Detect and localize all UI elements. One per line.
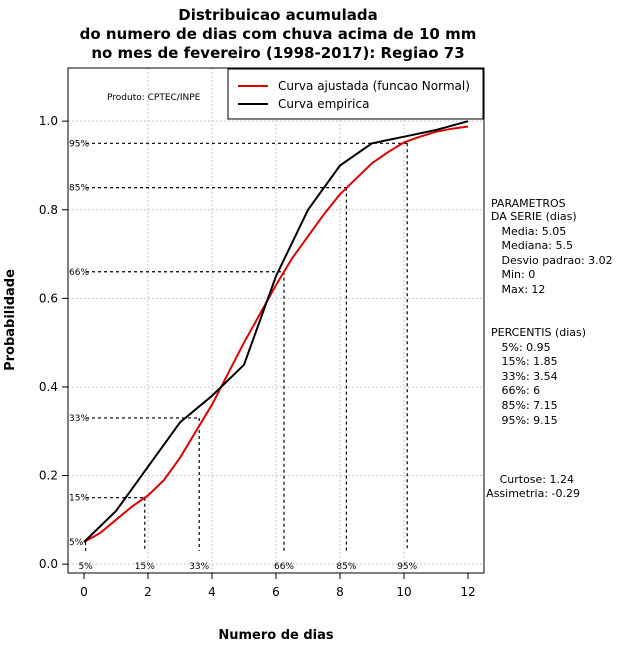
percentile-label-left: 5%	[69, 538, 84, 548]
y-tick-label: 0.6	[39, 291, 58, 305]
param-line: Max: 12	[491, 283, 545, 296]
percentile-label-bottom: 15%	[135, 562, 155, 572]
percentile-guides: 5% 5% 15% 15% 33% 33% 66% 66% 85% 85% 95% 95%	[69, 139, 418, 572]
kurtosis-value: Curtose: 1.24	[500, 473, 574, 486]
fitted-normal-curve	[83, 125, 469, 543]
skewness-value: Assimetria: -0.29	[486, 487, 580, 500]
percentile-line: 85%: 7.15	[491, 399, 558, 412]
legend: Curva ajustada (funcao Normal) Curva emp…	[227, 68, 484, 120]
x-axis-title: Numero de dias	[218, 628, 334, 643]
x-tick-label: 8	[336, 585, 344, 599]
percentile-label-bottom: 66%	[274, 562, 294, 572]
chart-title-line-3: no mes de fevereiro (1998-2017): Regiao …	[91, 44, 464, 62]
percentiles-panel: PERCENTIS (dias) 5%: 0.95 15%: 1.85 33%:…	[491, 326, 586, 427]
percentile-label-bottom: 85%	[336, 562, 356, 572]
product-note: Produto: CPTEC/INPE	[107, 93, 201, 103]
percentile-label-bottom: 33%	[189, 562, 209, 572]
y-axis-title: Probabilidade	[3, 269, 18, 371]
param-line: DA SERIE (dias)	[491, 210, 577, 223]
percentile-label-bottom: 5%	[78, 562, 93, 572]
y-tick-label: 0.4	[39, 380, 58, 394]
param-line: Media: 5.05	[491, 225, 566, 238]
legend-label-empirical: Curva empirica	[278, 97, 369, 111]
data-series	[83, 120, 469, 543]
axes: 0 2 4 6 8 10 12 0.0 0.2 0.4 0.6 0.8 1.0	[39, 114, 476, 599]
percentile-line: 33%: 3.54	[491, 370, 558, 383]
percentile-line: 95%: 9.15	[491, 414, 558, 427]
legend-box	[227, 68, 484, 120]
x-tick-label: 0	[80, 585, 88, 599]
x-tick-label: 6	[272, 585, 280, 599]
empirical-curve	[83, 120, 469, 543]
percentile-line: PERCENTIS (dias)	[491, 326, 586, 339]
plot-frame	[67, 67, 485, 574]
percentile-label-left: 85%	[69, 184, 89, 194]
param-line: Desvio padrao: 3.02	[491, 254, 613, 267]
percentile-line: 15%: 1.85	[491, 355, 558, 368]
chart-title-line-1: Distribuicao acumulada	[178, 6, 377, 24]
y-tick-label: 1.0	[39, 114, 58, 128]
legend-label-fitted: Curva ajustada (funcao Normal)	[278, 79, 470, 93]
y-tick-label: 0.2	[39, 469, 58, 483]
series-parameters-panel: PARAMETROS DA SERIE (dias) Media: 5.05 M…	[491, 197, 613, 296]
percentile-label-left: 15%	[69, 494, 89, 504]
x-tick-label: 2	[144, 585, 152, 599]
param-line: Min: 0	[491, 268, 535, 281]
percentile-label-bottom: 95%	[397, 562, 417, 572]
grid-lines	[68, 68, 484, 573]
percentile-label-left: 95%	[69, 139, 89, 149]
x-tick-label: 10	[396, 585, 411, 599]
percentile-line: 5%: 0.95	[491, 341, 551, 354]
x-tick-label: 12	[460, 585, 475, 599]
y-tick-label: 0.8	[39, 203, 58, 217]
y-tick-label: 0.0	[39, 557, 58, 571]
percentile-label-left: 33%	[69, 414, 89, 424]
x-tick-label: 4	[208, 585, 216, 599]
param-line: Mediana: 5.5	[491, 239, 573, 252]
percentile-line: 66%: 6	[491, 384, 540, 397]
param-line: PARAMETROS	[491, 197, 566, 210]
percentile-label-left: 66%	[69, 268, 89, 278]
chart-title-line-2: do numero de dias com chuva acima de 10 …	[80, 25, 477, 43]
